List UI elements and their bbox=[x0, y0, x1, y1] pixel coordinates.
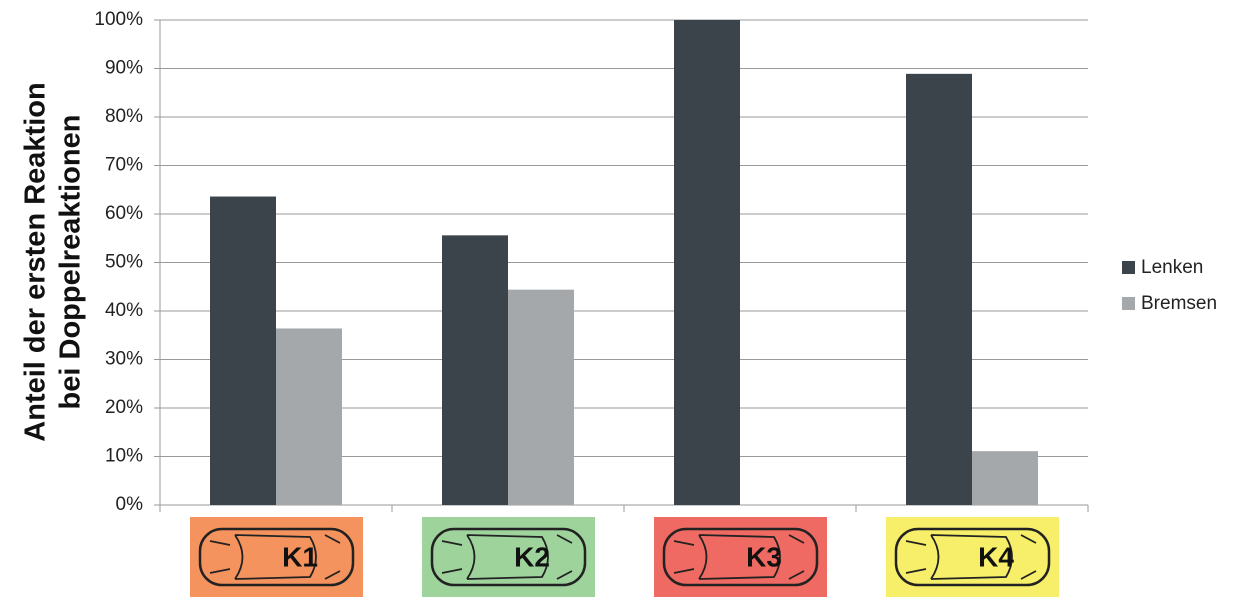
car-body bbox=[662, 527, 819, 587]
car-icon bbox=[894, 527, 1051, 587]
y-axis-label: bei Doppelreaktionen bbox=[55, 115, 87, 410]
bar bbox=[210, 196, 276, 506]
bar bbox=[972, 451, 1038, 505]
y-tick-label: 60% bbox=[105, 203, 143, 224]
legend-label: Lenken bbox=[1141, 257, 1203, 278]
legend-swatch bbox=[1122, 297, 1135, 310]
car-body bbox=[430, 527, 587, 587]
x-tick-label: K1 bbox=[282, 541, 318, 572]
y-tick-label: 20% bbox=[105, 397, 143, 418]
car-icon bbox=[430, 527, 587, 587]
bar bbox=[674, 20, 740, 505]
x-tick-label: K2 bbox=[514, 541, 550, 572]
y-tick-label: 10% bbox=[105, 446, 143, 467]
car-cabin bbox=[673, 534, 805, 580]
car-icon bbox=[662, 527, 819, 587]
bar bbox=[906, 73, 972, 506]
y-tick-label: 70% bbox=[105, 155, 143, 176]
car-cabin bbox=[209, 534, 341, 580]
car-cabin bbox=[905, 534, 1037, 580]
bar bbox=[442, 235, 508, 505]
y-tick-label: 90% bbox=[105, 58, 143, 79]
y-tick-label: 40% bbox=[105, 300, 143, 321]
y-tick-label: 50% bbox=[105, 252, 143, 273]
x-tick-label: K3 bbox=[746, 541, 782, 572]
bar bbox=[276, 328, 342, 505]
car-icon bbox=[198, 527, 355, 587]
legend-swatch bbox=[1122, 261, 1135, 274]
y-tick-label: 80% bbox=[105, 106, 143, 127]
car-body bbox=[198, 527, 355, 587]
legend-label: Bremsen bbox=[1141, 293, 1217, 314]
y-tick-label: 30% bbox=[105, 349, 143, 370]
y-tick-label: 0% bbox=[116, 494, 144, 515]
car-cabin bbox=[441, 534, 573, 580]
y-axis-label: Anteil der ersten Reaktion bbox=[20, 82, 52, 441]
car-body bbox=[894, 527, 1051, 587]
x-tick-label: K4 bbox=[978, 541, 1014, 572]
y-tick-label: 100% bbox=[94, 9, 143, 30]
bar bbox=[508, 289, 574, 505]
